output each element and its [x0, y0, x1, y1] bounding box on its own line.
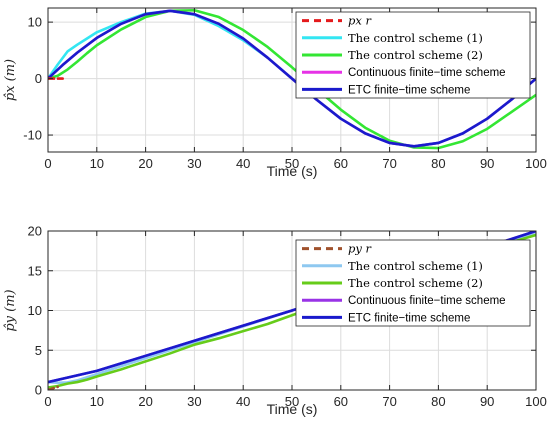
legend: px r The control scheme (1) The control sc…: [295, 11, 531, 99]
x-tick-label: 80: [431, 156, 445, 171]
x-tick-label: 60: [334, 156, 348, 171]
y-tick-label: 10: [28, 15, 42, 30]
legend-label-3: Continuous finite−time scheme: [348, 67, 506, 79]
x-tick-label: 60: [334, 394, 348, 409]
x-tick-label: 100: [525, 156, 547, 171]
legend-label-2: The control scheme (2): [348, 48, 483, 62]
legend-label-2: The control scheme (2): [348, 276, 483, 290]
x-tick-label: 10: [90, 394, 104, 409]
legend-label-0: py r: [348, 242, 373, 256]
x-tick-label: 30: [187, 156, 201, 171]
x-axis-label: Time (s): [267, 401, 318, 417]
y-tick-label: 0: [35, 383, 42, 398]
x-tick-label: 70: [382, 156, 396, 171]
x-tick-label: 90: [480, 394, 494, 409]
y-tick-label: 15: [28, 263, 42, 278]
x-tick-label: 70: [382, 394, 396, 409]
y-tick-label: -10: [23, 128, 42, 143]
y-axis-label: p̂y (m): [3, 289, 18, 331]
legend-label-4: ETC finite−time scheme: [348, 312, 470, 324]
x-tick-label: 0: [44, 156, 51, 171]
legend-label-1: The control scheme (1): [348, 259, 483, 273]
y-axis-label: p̂x (m): [3, 59, 18, 101]
y-tick-label: 10: [28, 303, 42, 318]
legend-label-4: ETC finite−time scheme: [348, 84, 470, 96]
x-tick-label: 50: [285, 156, 299, 171]
y-tick-label: 5: [35, 343, 42, 358]
legend: py r The control scheme (1) The control sc…: [295, 239, 531, 327]
legend-label-3: Continuous finite−time scheme: [348, 295, 506, 307]
series-line-4: [48, 9, 536, 148]
x-tick-label: 80: [431, 394, 445, 409]
legend-label-1: The control scheme (1): [348, 31, 483, 45]
x-tick-label: 100: [525, 394, 547, 409]
series-line-0: [48, 385, 60, 390]
y-tick-label: 20: [28, 224, 42, 239]
x-tick-label: 90: [480, 156, 494, 171]
x-tick-label: 40: [236, 394, 250, 409]
x-tick-label: 50: [285, 394, 299, 409]
x-tick-label: 40: [236, 156, 250, 171]
series-line-2: [48, 8, 536, 150]
x-tick-label: 20: [138, 156, 152, 171]
x-tick-label: 0: [44, 394, 51, 409]
x-tick-label: 30: [187, 394, 201, 409]
tick-labels: 0 10 20 30 40 50 60 70 80 90 100 0 5 10 15 20: [28, 224, 547, 410]
legend-label-0: px r: [348, 14, 373, 28]
x-axis-label: Time (s): [267, 163, 318, 179]
series-lines: [48, 8, 536, 150]
x-tick-label: 20: [138, 394, 152, 409]
x-tick-label: 10: [90, 156, 104, 171]
y-tick-label: 0: [35, 71, 42, 86]
